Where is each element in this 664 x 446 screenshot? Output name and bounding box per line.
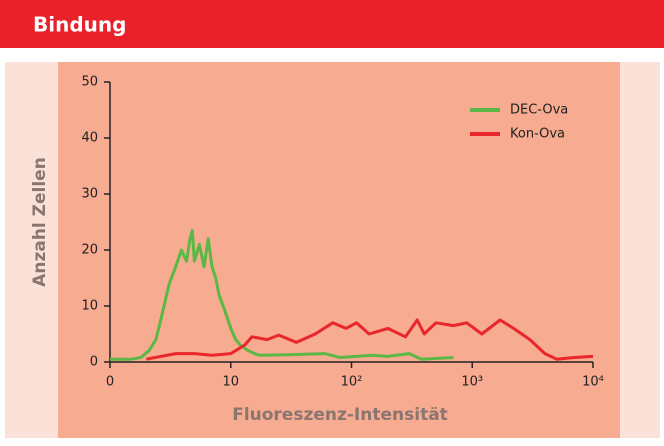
x-tick-label: 10⁴ <box>582 375 604 390</box>
chart-title: Bindung <box>33 13 126 37</box>
x-axis-label: Fluoreszenz-Intensität <box>232 405 448 425</box>
legend-label: DEC-Ova <box>510 103 568 118</box>
series-line <box>110 228 454 361</box>
x-tick-label: 10 <box>222 375 239 390</box>
y-tick-label: 0 <box>90 355 98 370</box>
plot-panel <box>58 62 620 438</box>
y-tick-label: 40 <box>81 131 98 146</box>
y-axis-label: Anzahl Zellen <box>30 157 50 287</box>
y-tick-label: 30 <box>81 187 98 202</box>
x-tick-label: 10³ <box>461 375 483 390</box>
series-line <box>146 318 594 361</box>
y-tick-label: 20 <box>81 243 98 258</box>
header-bar <box>0 0 664 48</box>
x-tick-label: 10² <box>341 375 363 390</box>
y-tick-label: 10 <box>81 299 98 314</box>
x-tick-label: 0 <box>106 375 114 390</box>
y-tick-label: 50 <box>81 75 98 90</box>
legend-label: Kon-Ova <box>510 127 565 142</box>
